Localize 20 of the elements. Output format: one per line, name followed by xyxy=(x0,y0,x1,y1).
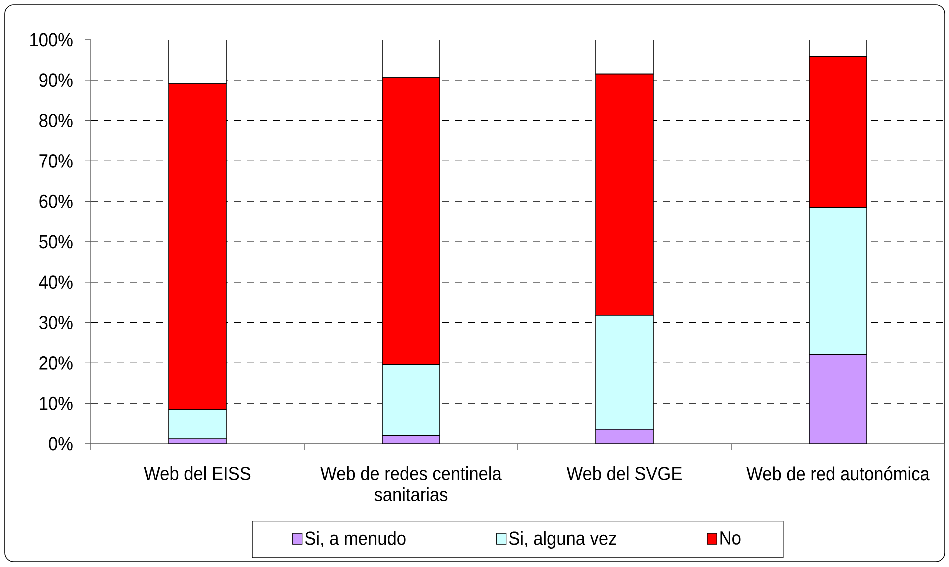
x-tick-label: Web de red autonómica xyxy=(746,466,930,481)
y-tick-label: 60% xyxy=(40,194,73,208)
y-tick-label: 0% xyxy=(49,437,73,451)
bar xyxy=(596,429,654,444)
y-tick-label: 30% xyxy=(40,316,73,330)
y-tick-label: 10% xyxy=(40,396,73,410)
legend-label: Si, alguna vez xyxy=(509,531,616,550)
y-tick-label: 80% xyxy=(40,114,73,128)
y-tick-label: 50% xyxy=(40,235,73,249)
y-tick-label: 70% xyxy=(40,154,73,168)
y-tick-label: 90% xyxy=(40,74,73,88)
x-tick-label: Web del EISS xyxy=(144,466,251,480)
bar xyxy=(809,354,868,444)
y-tick-label: 20% xyxy=(40,356,73,370)
x-tick-label: Web del SVGE xyxy=(566,466,682,480)
legend-label: No xyxy=(720,532,741,545)
y-tick-label: 40% xyxy=(39,276,73,290)
y-tick-label: 100% xyxy=(30,33,73,47)
x-tick-label: Web de redes centinela sanitarias xyxy=(320,466,502,502)
legend-label: Si, a menudo xyxy=(305,531,406,548)
